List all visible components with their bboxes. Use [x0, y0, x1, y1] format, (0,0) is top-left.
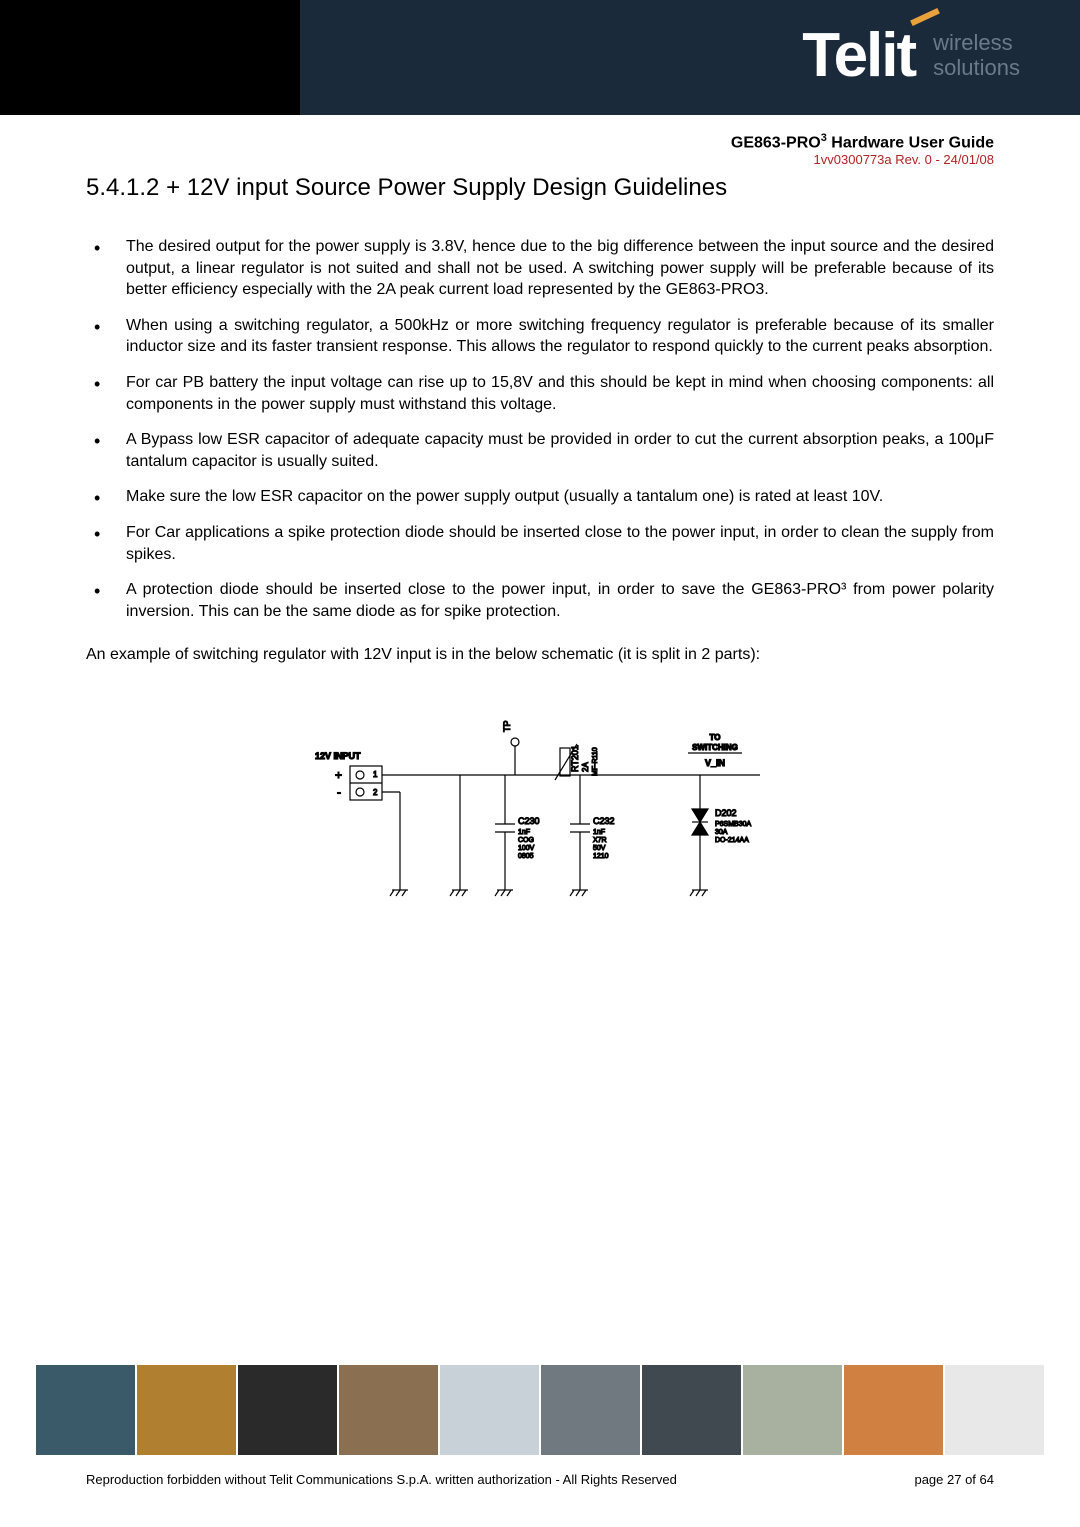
- ground-icon: [495, 884, 513, 896]
- footer-copyright: Reproduction forbidden without Telit Com…: [86, 1472, 677, 1487]
- tagline-line2: solutions: [933, 56, 1020, 80]
- doc-title-prefix: GE863-PRO: [731, 134, 821, 151]
- schematic-label-tp: TP: [502, 721, 512, 733]
- schematic-d202-3: DO-214AA: [715, 837, 749, 844]
- schematic-pin2: 2: [373, 788, 378, 797]
- footer-tile: [541, 1365, 640, 1455]
- list-item: A Bypass low ESR capacitor of adequate c…: [86, 429, 994, 472]
- footer-tile: [36, 1365, 135, 1455]
- list-item: When using a switching regulator, a 500k…: [86, 315, 994, 358]
- footer-page: page 27 of 64: [914, 1472, 994, 1487]
- logo-area: Telit wireless solutions: [802, 20, 1020, 91]
- list-item: For car PB battery the input voltage can…: [86, 372, 994, 415]
- schematic-c232-1: 1nF: [593, 829, 605, 836]
- footer-tile: [440, 1365, 539, 1455]
- schematic-c232: C232: [593, 816, 615, 826]
- ground-icon: [690, 884, 708, 896]
- logo-wordmark: Telit: [802, 21, 915, 90]
- logo-text: Telit: [802, 20, 915, 91]
- schematic-label-vin: V_IN: [705, 758, 725, 768]
- footer-line: Reproduction forbidden without Telit Com…: [86, 1472, 994, 1487]
- schematic-label-input: 12V INPUT: [315, 751, 361, 761]
- ground-icon: [450, 775, 468, 896]
- footer-tile: [339, 1365, 438, 1455]
- content-area: 5.4.1.2 + 12V input Source Power Supply …: [86, 174, 994, 934]
- section-number: 5.4.1.2: [86, 174, 159, 201]
- schematic-label-to: TO: [710, 733, 721, 742]
- footer-tile: [844, 1365, 943, 1455]
- header-left-block: [0, 0, 300, 115]
- schematic-c230-4: 0805: [518, 853, 534, 860]
- footer-tile: [743, 1365, 842, 1455]
- schematic-label-switching: SWITCHING: [692, 743, 738, 752]
- after-text: An example of switching regulator with 1…: [86, 646, 994, 664]
- schematic-diagram: 12V INPUT + - 1 2 TP RT201 2A MF-R110: [260, 704, 820, 934]
- list-item: A protection diode should be inserted cl…: [86, 579, 994, 622]
- section-title: 5.4.1.2 + 12V input Source Power Supply …: [86, 174, 994, 202]
- schematic-c230: C230: [518, 816, 540, 826]
- footer-tile: [642, 1365, 741, 1455]
- schematic-c232-4: 1210: [593, 853, 609, 860]
- list-item: The desired output for the power supply …: [86, 236, 994, 301]
- schematic-d202-2: 30A: [715, 829, 728, 836]
- bullet-list: The desired output for the power supply …: [86, 236, 994, 622]
- logo-accent-icon: [910, 8, 940, 26]
- ground-icon: [570, 884, 588, 896]
- logo-tagline: wireless solutions: [933, 31, 1020, 79]
- footer-tile: [945, 1365, 1044, 1455]
- schematic-d202-1: P6SMB30A: [715, 821, 752, 828]
- schematic-c230-2: COG: [518, 837, 534, 844]
- schematic-label-rt201-a: 2A: [581, 762, 590, 772]
- schematic-c232-3: 50V: [593, 845, 606, 852]
- schematic-c230-1: 1nF: [518, 829, 530, 836]
- list-item: For Car applications a spike protection …: [86, 522, 994, 565]
- footer-image-strip: [36, 1365, 1044, 1455]
- schematic-label-minus: -: [337, 785, 341, 799]
- footer-tile: [238, 1365, 337, 1455]
- section-heading: + 12V input Source Power Supply Design G…: [166, 174, 727, 201]
- doc-meta: GE863-PRO3 Hardware User Guide 1vv030077…: [731, 132, 994, 167]
- footer-tile: [137, 1365, 236, 1455]
- schematic-label-rt201-b: MF-R110: [592, 748, 599, 777]
- schematic-c232-2: X7R: [593, 837, 607, 844]
- doc-title-suffix: Hardware User Guide: [827, 134, 994, 151]
- schematic-c230-3: 100V: [518, 845, 535, 852]
- schematic-pin1: 1: [373, 770, 378, 779]
- schematic-label-rt201: RT201: [570, 745, 580, 772]
- header-band: Telit wireless solutions: [0, 0, 1080, 115]
- ground-icon: [390, 884, 408, 896]
- doc-revision: 1vv0300773a Rev. 0 - 24/01/08: [731, 152, 994, 167]
- schematic-d202: D202: [715, 808, 737, 818]
- schematic-label-plus: +: [335, 768, 342, 782]
- list-item: Make sure the low ESR capacitor on the p…: [86, 486, 994, 508]
- doc-title: GE863-PRO3 Hardware User Guide: [731, 132, 994, 152]
- tagline-line1: wireless: [933, 31, 1020, 55]
